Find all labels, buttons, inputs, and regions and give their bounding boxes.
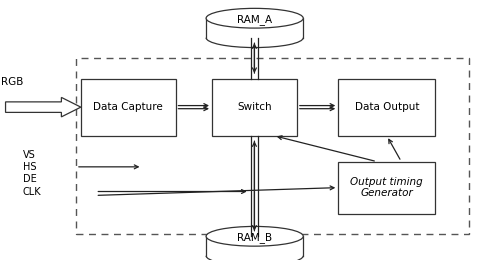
Bar [81,79,175,136]
FancyBboxPatch shape [206,236,303,256]
Ellipse shape [206,8,303,28]
Ellipse shape [206,227,303,246]
Bar [76,58,469,234]
Bar [338,162,435,213]
Bar [212,79,297,136]
Bar [338,79,435,136]
Text: Data Capture: Data Capture [94,102,163,112]
FancyBboxPatch shape [206,18,303,38]
Text: RGB: RGB [0,78,23,87]
Text: RAM_B: RAM_B [237,232,272,243]
Polygon shape [5,97,81,117]
Text: Switch: Switch [237,102,272,112]
Text: DE: DE [22,174,37,183]
Text: HS: HS [22,162,36,172]
Text: VS: VS [22,150,35,160]
Text: RAM_A: RAM_A [237,14,272,25]
Text: Output timing
Generator: Output timing Generator [350,177,423,198]
Text: Data Output: Data Output [355,102,419,112]
Text: CLK: CLK [22,187,41,197]
